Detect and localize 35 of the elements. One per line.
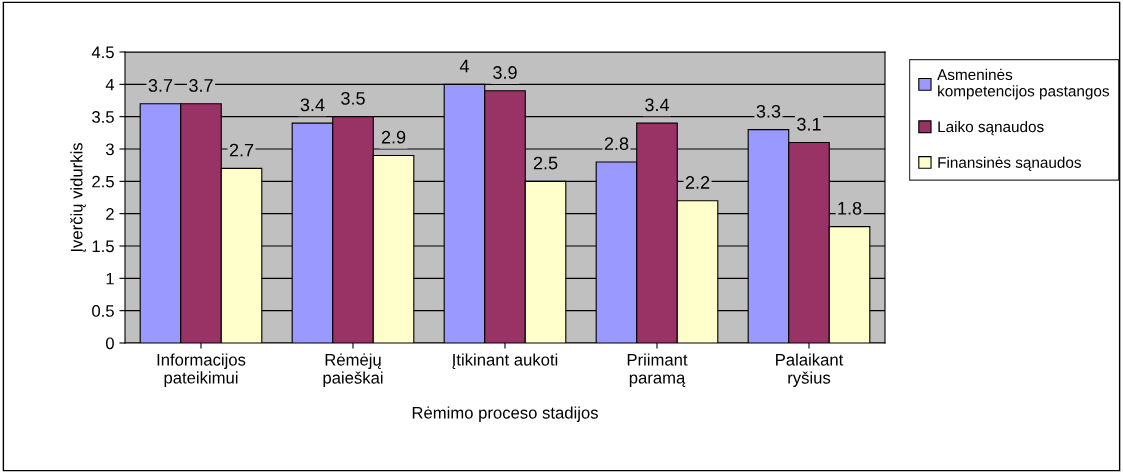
x-tick-label: Informacijos pateikimui — [157, 353, 246, 387]
y-tick-label: 2.5 — [92, 175, 114, 188]
data-label: 4 — [459, 59, 469, 73]
data-label: 3.7 — [189, 79, 213, 92]
y-tick-label: 0.5 — [92, 305, 114, 317]
data-label: 1.8 — [838, 201, 862, 215]
y-tick-label: 3.5 — [92, 111, 114, 123]
data-label: 3.1 — [797, 117, 821, 131]
legend-label: Asmeninės kompetencijos pastangos — [937, 68, 1109, 100]
data-label: 3.7 — [148, 79, 173, 92]
y-tick-label: 3 — [105, 143, 114, 156]
y-tick-label: 2 — [106, 208, 114, 220]
data-label: 3.3 — [756, 104, 781, 118]
x-tick-label: Rėmėjų paieškai — [323, 353, 383, 387]
legend-label: Finansinės sąnaudos — [938, 156, 1081, 171]
data-label: 3.5 — [341, 91, 365, 105]
x-axis-title: Rėmimo proceso stadijos — [412, 406, 598, 422]
x-tick-label: Įtikinant aukoti — [452, 353, 558, 369]
data-label: 2.8 — [604, 137, 629, 151]
data-label: 3.4 — [300, 98, 325, 112]
y-tick-label: 1 — [106, 272, 114, 285]
data-label: 2.2 — [685, 176, 710, 189]
y-axis-title: Įverčių vidurkis — [70, 142, 86, 252]
x-tick-label: Priimant paramą — [627, 353, 688, 387]
legend-label: Laiko sąnaudos — [938, 120, 1044, 136]
data-label: 2.7 — [229, 143, 254, 157]
data-label: 3.4 — [645, 98, 670, 112]
y-tick-label: 4 — [105, 78, 115, 91]
y-tick-label: 4.5 — [91, 46, 114, 59]
data-label: 3.9 — [493, 66, 517, 79]
data-label: 2.9 — [381, 130, 406, 144]
y-tick-label: 0 — [105, 337, 114, 350]
y-tick-label: 1.5 — [92, 240, 114, 253]
x-tick-label: Palaikant ryšius — [776, 353, 844, 387]
data-label: 2.5 — [533, 156, 558, 170]
